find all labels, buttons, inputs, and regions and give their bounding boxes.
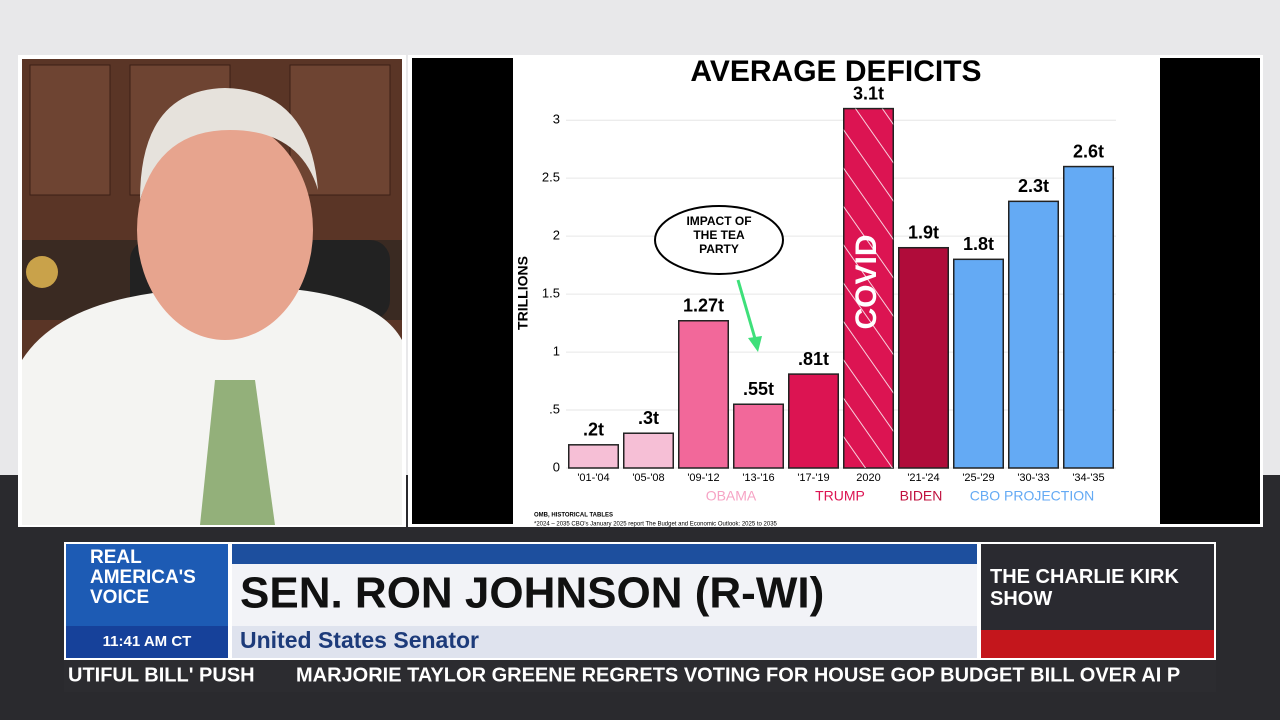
bar — [1008, 200, 1059, 469]
value-label: 2.6t — [1073, 141, 1104, 161]
show: THE CHARLIE KIRK SHOW — [990, 566, 1179, 610]
show-name: THE CHARLIE KIRK SHOW — [990, 566, 1179, 610]
value-label: 1.9t — [908, 222, 939, 242]
y-tick-label: 3 — [553, 112, 560, 127]
value-label: 1.27t — [683, 296, 724, 316]
x-tick-label: '01-'04 — [577, 472, 609, 484]
arrow — [736, 279, 758, 343]
x-tick-label: '13-'16 — [742, 472, 774, 484]
value-label: .55t — [743, 379, 774, 399]
bar — [623, 432, 674, 469]
plot: 0 .5 1 1.5 2 2.5 3 '01-'04 .2t '05-'08 .3t '09-'12 1… — [542, 83, 1116, 484]
value-label: 2.3t — [1018, 176, 1049, 196]
x-tick-label: '25-'29 — [962, 472, 994, 484]
x-tick-label: '05-'08 — [632, 472, 664, 484]
time: 11:41 AM CT — [103, 633, 192, 650]
group-label: TRUMP — [815, 488, 865, 504]
y-tick-label: 2 — [553, 228, 560, 243]
bar — [568, 444, 619, 469]
group-label: BIDEN — [900, 488, 943, 504]
ticker-item: UTIFUL BILL' PUSH — [68, 664, 255, 686]
network: REAL AMERICA'S VOICE — [90, 548, 196, 608]
bar — [953, 258, 1004, 469]
network-name: REAL AMERICA'S VOICE — [90, 548, 196, 608]
guest-name: SEN. RON JOHNSON (R-WI) — [240, 569, 824, 618]
network-logo — [66, 544, 228, 626]
group-label: CBO PROJECTION — [970, 488, 1094, 504]
value-label: .3t — [638, 408, 659, 428]
x-tick-label: '21-'24 — [907, 472, 939, 484]
bar-hatch — [843, 108, 894, 468]
name-bar — [232, 564, 977, 626]
y-tick-label: 2.5 — [542, 170, 560, 185]
guest-video — [18, 55, 406, 527]
role-bar — [232, 626, 977, 658]
bar — [788, 373, 839, 469]
name-bar-top — [232, 544, 977, 564]
x-tick-label: 2020 — [856, 472, 880, 484]
bar — [733, 403, 784, 469]
source: OMB, HISTORICAL TABLES — [534, 513, 613, 519]
x-tick-label: '34-'35 — [1072, 472, 1104, 484]
time-box — [66, 626, 228, 658]
guest-role: United States Senator — [240, 627, 479, 653]
x-tick-label: '30-'33 — [1017, 472, 1049, 484]
value-label: 1.8t — [963, 234, 994, 254]
y-axis-label: TRILLIONS — [515, 256, 531, 330]
callout-text: IMPACT OF THE TEA PARTY — [686, 214, 752, 256]
value-label: 3.1t — [853, 83, 884, 103]
y-tick-label: 0 — [553, 459, 560, 474]
y-tick-label: .5 — [549, 401, 560, 416]
covid-label: COVID — [850, 234, 883, 329]
footnote: *2024 – 2035 CBO's January 2025 report T… — [534, 522, 778, 528]
y-tick-label: 1 — [553, 344, 560, 359]
callout-bubble — [654, 205, 784, 275]
bar — [678, 320, 729, 469]
show-logo-band — [981, 630, 1214, 658]
callout: IMPACT OF THE TEA PARTY — [686, 214, 752, 256]
bar — [1063, 165, 1114, 469]
arrow-head — [748, 336, 762, 352]
ticker-item: MARJORIE TAYLOR GREENE REGRETS VOTING FO… — [296, 664, 1180, 686]
x-tick-label: '09-'12 — [687, 472, 719, 484]
ticker — [64, 660, 1216, 692]
group-label: OBAMA — [706, 488, 757, 504]
bar — [898, 246, 949, 469]
y-tick-label: 1.5 — [542, 286, 560, 301]
value-label: .2t — [583, 420, 604, 440]
x-tick-label: '17-'19 — [797, 472, 829, 484]
chart-title: AVERAGE DEFICITS — [690, 55, 981, 88]
value-label: .81t — [798, 349, 829, 369]
